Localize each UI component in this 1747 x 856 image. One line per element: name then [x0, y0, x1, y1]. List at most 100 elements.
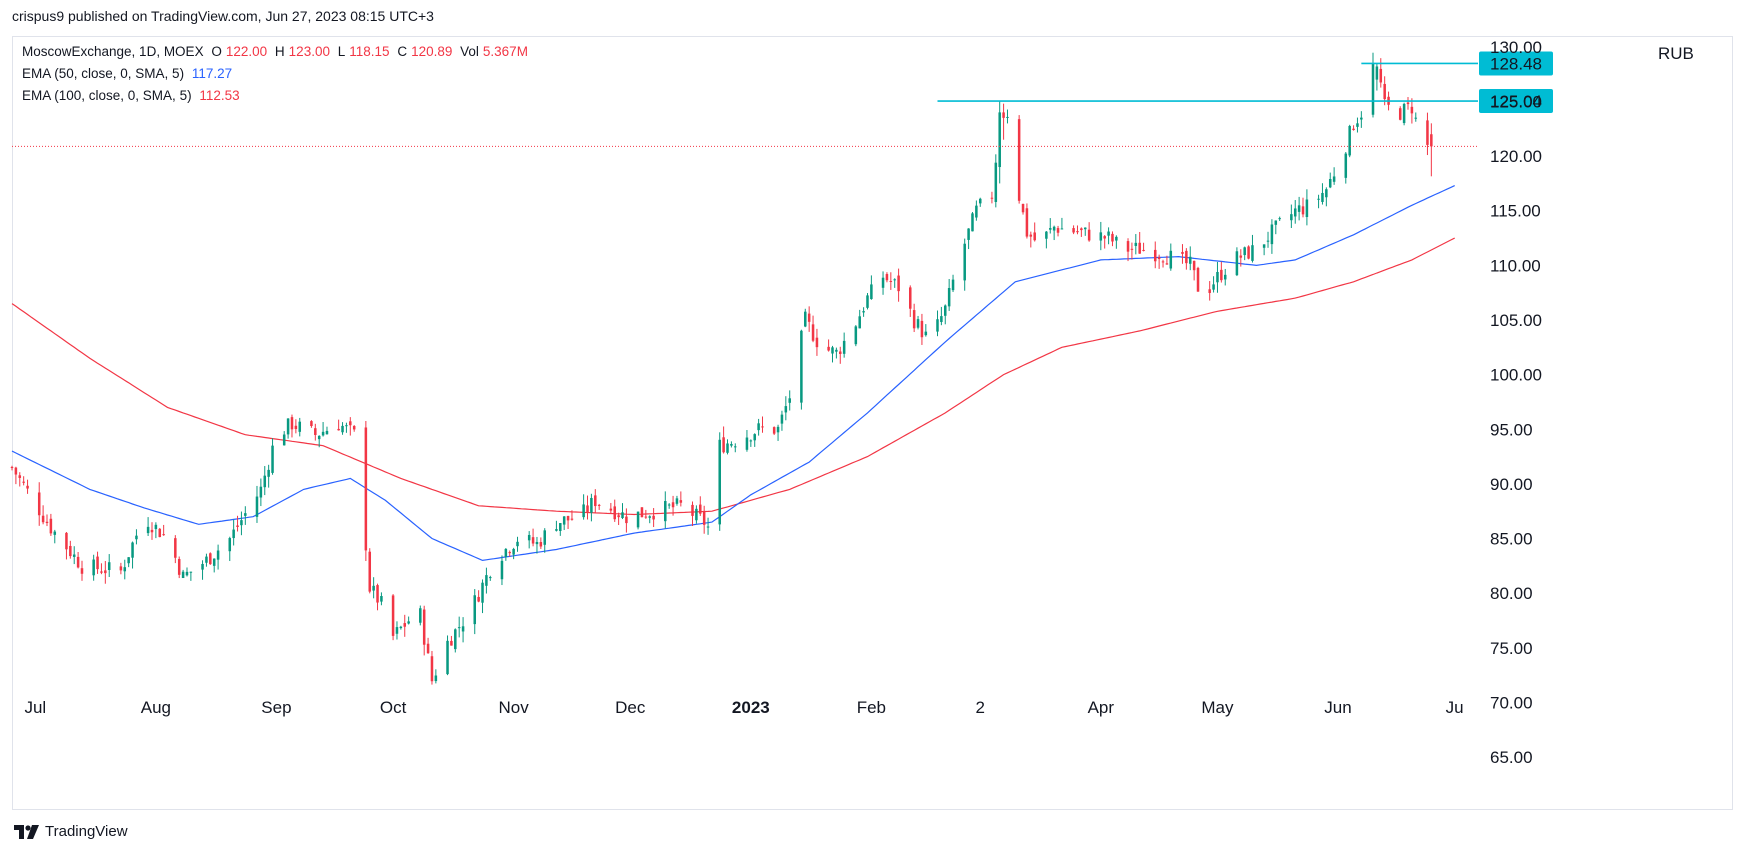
candle-body [345, 425, 348, 427]
legend-ema100-row[interactable]: EMA (100, close, 0, SMA, 5) 112.53 [22, 88, 244, 103]
candle-body [1029, 234, 1033, 237]
candle-body [1243, 247, 1246, 256]
candle-body [364, 427, 368, 551]
candle-body [566, 515, 570, 521]
candle-body [1052, 226, 1056, 231]
candle-body [998, 112, 1001, 168]
candle-body [1398, 108, 1402, 120]
candle-body [994, 162, 998, 202]
candle-body [1290, 214, 1293, 221]
candle-body [1208, 289, 1211, 293]
candle-body [282, 434, 286, 446]
legend-ema50-label: EMA (50, close, 0, SMA, 5) [22, 66, 185, 81]
candle-body [990, 197, 994, 199]
candle-body [1251, 245, 1254, 261]
y-tick-label: 115.00 [1490, 202, 1541, 221]
candle-body [131, 542, 134, 558]
tradingview-logo-icon [14, 824, 39, 839]
candle-body [975, 205, 978, 218]
candle-body [14, 467, 18, 475]
candle-body [26, 485, 29, 489]
candle-body [621, 512, 624, 519]
candle-body [586, 505, 589, 512]
x-tick-label: Sep [261, 698, 291, 717]
candle-body [119, 566, 123, 571]
candle-body [971, 213, 974, 232]
candle-body [162, 534, 165, 536]
candle-body [236, 525, 239, 527]
x-tick-label: Feb [857, 698, 886, 717]
candle-body [597, 504, 601, 506]
candle-body [232, 529, 235, 539]
candle-body [457, 627, 461, 629]
candle-body [594, 495, 597, 507]
candle-body [625, 516, 628, 524]
candle-body [489, 577, 492, 579]
candle-body [811, 324, 815, 341]
candle-body [1045, 231, 1048, 239]
candle-body [1021, 203, 1025, 213]
candle-body [407, 621, 410, 624]
brand-footer[interactable]: TradingView [14, 823, 128, 840]
candle-body [481, 582, 484, 603]
legend-ema50-row[interactable]: EMA (50, close, 0, SMA, 5) 117.27 [22, 66, 236, 81]
y-tick-label: 90.00 [1490, 475, 1533, 494]
x-tick-label: Oct [380, 698, 407, 717]
candle-body [788, 398, 791, 403]
candle-body [228, 538, 232, 552]
candle-body [96, 556, 99, 570]
candle-body [730, 444, 733, 446]
legend-open-label: O [211, 44, 222, 59]
x-axis: Jul Aug Sep Oct Nov Dec 2023 Feb 2 Apr May Jun Ju [24, 698, 1463, 717]
candle-body [185, 571, 189, 576]
legend-ema100-value: 112.53 [199, 88, 240, 103]
candle-body [1111, 233, 1114, 242]
candle-body [1212, 284, 1215, 290]
legend-high: 123.00 [288, 44, 330, 59]
candle-body [862, 311, 865, 313]
x-tick-label: Apr [1088, 698, 1115, 717]
candle-body [1356, 123, 1359, 127]
currency-label[interactable]: RUB [1658, 44, 1694, 63]
candle-body [500, 560, 504, 580]
x-tick-label: Dec [615, 698, 646, 717]
candle-body [1371, 63, 1375, 115]
candle-body [80, 568, 84, 574]
candle-body [909, 287, 912, 309]
candle-body [72, 554, 76, 557]
candle-body [590, 497, 593, 513]
legend-low-label: L [337, 44, 346, 59]
level-badge-0 [1479, 51, 1553, 76]
candle-body [1426, 120, 1429, 145]
x-tick-label: 2023 [732, 698, 770, 717]
candle-body [1325, 189, 1328, 198]
x-tick-label: May [1201, 698, 1234, 717]
legend-volume: 5.367M [482, 44, 528, 59]
candle-body [391, 595, 395, 636]
candle-body [617, 515, 620, 518]
candle-body [434, 675, 438, 682]
candle-body [1083, 227, 1087, 230]
legend-ema50-value: 117.27 [191, 66, 233, 81]
candle-body [376, 585, 379, 603]
candle-body [804, 311, 807, 327]
candle-body [679, 500, 683, 503]
candle-body [1025, 208, 1029, 237]
candle-body [613, 506, 616, 520]
candle-body [1087, 229, 1091, 241]
candle-body [294, 425, 298, 430]
candle-body [349, 421, 352, 426]
y-axis: 130.00 125.00 120.00 115.00 110.00 105.00 100.… [1490, 38, 1542, 767]
candle-body [1278, 218, 1281, 220]
x-tick-label: Jun [1324, 698, 1351, 717]
candle-body [298, 421, 302, 432]
candle-body [967, 228, 970, 240]
legend-open: 122.00 [225, 44, 268, 59]
candle-body [174, 538, 177, 558]
candle-body [10, 466, 14, 468]
candle-body [321, 431, 325, 436]
candle-body [1142, 249, 1145, 251]
candle-body [1099, 232, 1103, 241]
legend-symbol-row[interactable]: MoscowExchange, 1D, MOEX O 122.00 H 123.00… [22, 44, 532, 59]
